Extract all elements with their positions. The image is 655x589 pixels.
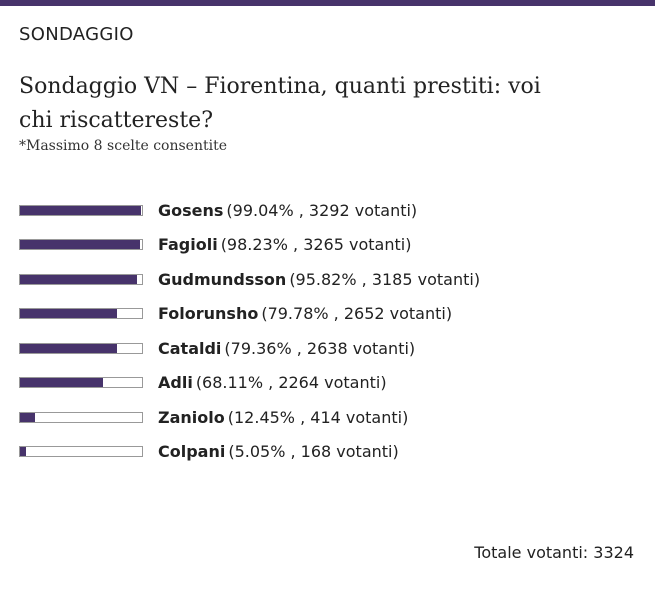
option-stats: (79.78% , 2652 votanti): [261, 304, 453, 323]
bar-track: [19, 411, 143, 423]
bar-track: [19, 446, 143, 457]
bar-track: [19, 308, 143, 319]
option-name: Folorunsho: [158, 304, 259, 323]
option-stats: (68.11% , 2264 votanti): [195, 373, 387, 392]
option-name: Adli: [158, 373, 193, 392]
option-stats: (12.45% , 414 votanti): [227, 407, 409, 427]
top-border: [0, 0, 655, 6]
total-label: Totale votanti:: [474, 543, 589, 562]
bar-track: [19, 273, 143, 285]
poll-option: Folorunsho (79.78% , 2652 votanti): [19, 302, 452, 326]
total-votes: Totale votanti: 3324: [474, 543, 634, 562]
option-name: Gosens: [158, 200, 224, 220]
option-stats: (95.82% , 3185 votanti): [289, 269, 481, 289]
bar-track: [19, 239, 143, 250]
option-name: Fagioli: [158, 235, 218, 254]
bar: [20, 343, 117, 353]
bar: [20, 447, 27, 456]
option-name: Zaniolo: [158, 407, 225, 427]
poll-option: Cataldi (79.36% , 2638 votanti): [19, 336, 415, 360]
bar: [20, 412, 36, 422]
option-name: Cataldi: [158, 338, 222, 358]
option-stats: (79.36% , 2638 votanti): [224, 338, 416, 358]
option-name: Gudmundsson: [158, 269, 287, 289]
poll-title: Sondaggio VN – Fiorentina, quanti presti…: [19, 74, 541, 133]
bar-track: [19, 377, 143, 388]
option-stats: (98.23% , 3265 votanti): [220, 235, 412, 254]
poll-option: Gosens (99.04% , 3292 votanti): [19, 198, 417, 222]
section-label: SONDAGGIO: [19, 24, 134, 45]
bar: [20, 309, 118, 318]
bar-track: [19, 204, 143, 216]
poll-option: Gudmundsson (95.82% , 3185 votanti): [19, 267, 480, 291]
poll-option: Adli (68.11% , 2264 votanti): [19, 371, 387, 395]
poll-subtitle: *Massimo 8 scelte consentite: [19, 138, 227, 154]
total-value: 3324: [593, 543, 634, 562]
option-stats: (99.04% , 3292 votanti): [226, 200, 418, 220]
poll-option: Colpani (5.05% , 168 votanti): [19, 440, 399, 464]
poll-option: Zaniolo (12.45% , 414 votanti): [19, 405, 408, 429]
bar-track: [19, 342, 143, 354]
bar: [20, 274, 137, 284]
poll-option: Fagioli (98.23% , 3265 votanti): [19, 233, 411, 257]
option-stats: (5.05% , 168 votanti): [228, 442, 399, 461]
bar: [20, 240, 140, 249]
bar: [20, 205, 141, 215]
bar: [20, 378, 104, 387]
option-name: Colpani: [158, 442, 226, 461]
